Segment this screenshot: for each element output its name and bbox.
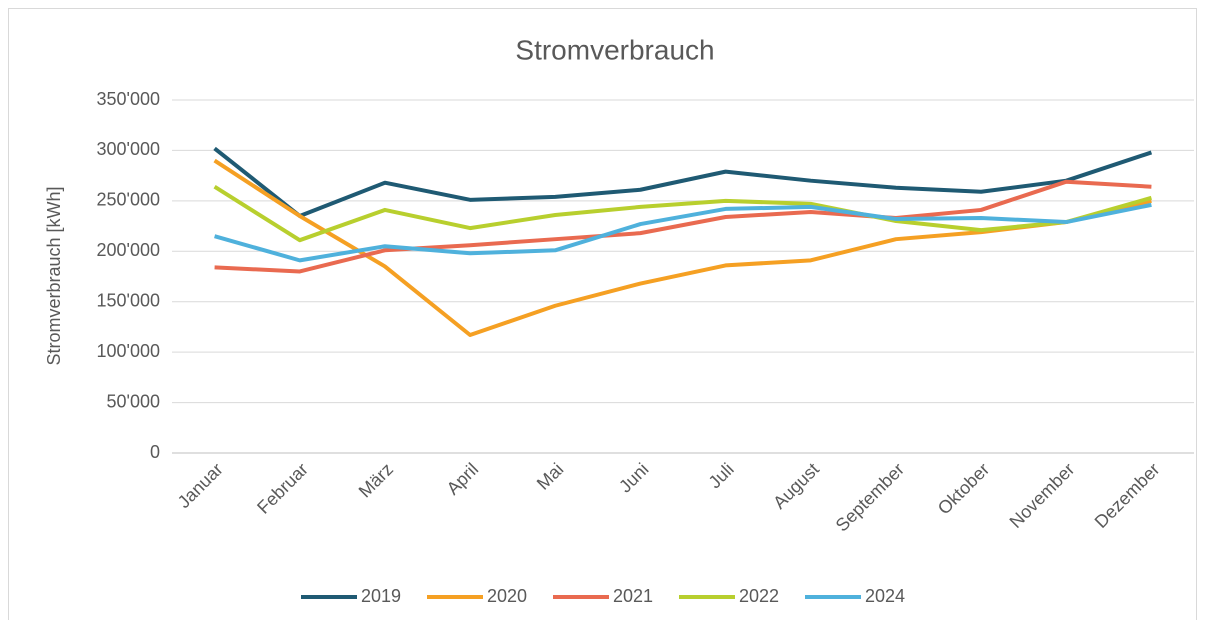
legend-label: 2019	[361, 586, 401, 606]
legend-label: 2020	[487, 586, 527, 606]
y-tick-label: 150'000	[96, 290, 160, 310]
line-series	[214, 202, 1152, 263]
y-tick-label: 0	[150, 442, 160, 462]
legend-label: 2022	[739, 586, 779, 606]
legend-label: 2024	[865, 586, 905, 606]
y-axis-label: Stromverbrauch [kWh]	[44, 186, 64, 365]
y-tick-label: 100'000	[96, 341, 160, 361]
chart-border	[8, 8, 1197, 620]
line-series	[213, 146, 1153, 218]
y-tick-label: 350'000	[96, 89, 160, 109]
line-series	[214, 179, 1152, 274]
y-tick-label: 250'000	[96, 190, 160, 210]
legend-label: 2021	[613, 586, 653, 606]
y-tick-label: 50'000	[107, 391, 161, 411]
line-series	[213, 185, 1152, 243]
y-tick-label: 300'000	[96, 139, 160, 159]
chart-title: Stromverbrauch	[515, 34, 714, 65]
y-tick-label: 200'000	[96, 240, 160, 260]
